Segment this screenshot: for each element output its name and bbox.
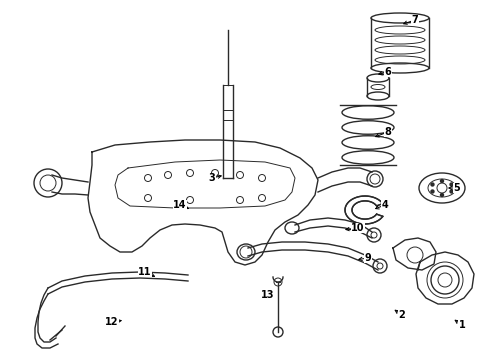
- Circle shape: [431, 190, 434, 193]
- Circle shape: [431, 183, 434, 186]
- Text: 9: 9: [365, 253, 371, 263]
- Text: 8: 8: [385, 127, 392, 137]
- Circle shape: [441, 194, 443, 197]
- Text: 1: 1: [459, 320, 466, 330]
- Text: 13: 13: [261, 290, 275, 300]
- Text: 11: 11: [138, 267, 152, 277]
- Circle shape: [450, 183, 453, 186]
- Text: 12: 12: [105, 317, 119, 327]
- Circle shape: [450, 190, 453, 193]
- Text: 6: 6: [385, 67, 392, 77]
- Text: 7: 7: [412, 15, 418, 25]
- Text: 4: 4: [382, 200, 389, 210]
- Text: 10: 10: [351, 223, 365, 233]
- Text: 14: 14: [173, 200, 187, 210]
- Text: 2: 2: [399, 310, 405, 320]
- Text: 3: 3: [209, 173, 216, 183]
- Circle shape: [441, 180, 443, 183]
- Text: 5: 5: [454, 183, 461, 193]
